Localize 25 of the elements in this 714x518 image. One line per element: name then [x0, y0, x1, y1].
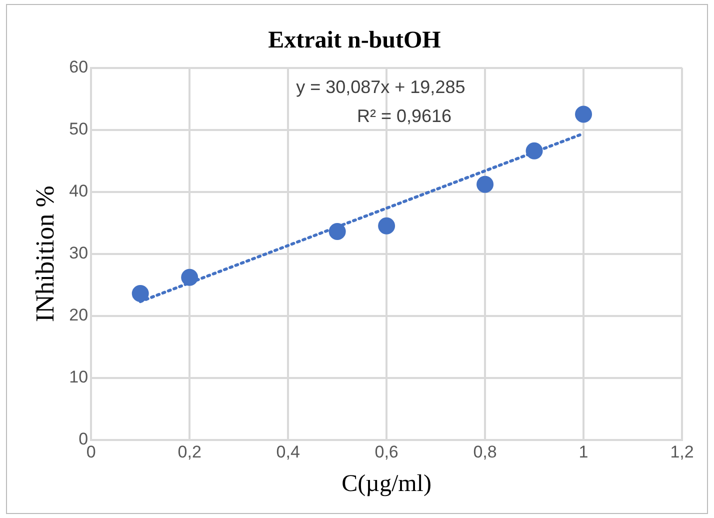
x-tick-label: 0,8	[473, 442, 497, 462]
x-tick-label: 1	[578, 442, 588, 462]
point	[575, 106, 592, 123]
point	[378, 217, 396, 234]
point	[132, 284, 149, 302]
annotation: R² = 0,9616	[357, 106, 452, 126]
point	[526, 142, 543, 160]
point	[181, 268, 198, 286]
x-tick-label: 1,2	[670, 442, 694, 462]
y-tick-label: 30	[69, 243, 88, 262]
point	[328, 222, 346, 240]
annotation: y = 30,087x + 19,285	[296, 76, 466, 97]
y-tick-label: 20	[69, 305, 88, 324]
y-tick-label: 60	[69, 57, 88, 76]
y-tick-label: 0	[78, 429, 88, 448]
x-tick-label: 0,4	[276, 442, 300, 462]
point	[476, 176, 494, 193]
y-tick-label: 10	[69, 367, 88, 386]
y-axis-title: INhibition %	[30, 186, 60, 322]
x-tick-label: 0,2	[178, 442, 202, 462]
y-tick-label: 50	[69, 119, 88, 138]
y-tick-label: 40	[69, 181, 88, 200]
x-axis-title: C(µg/ml)	[342, 470, 432, 497]
chart-title: Extrait n-butOH	[268, 28, 442, 54]
x-tick-label: 0,6	[374, 442, 398, 462]
